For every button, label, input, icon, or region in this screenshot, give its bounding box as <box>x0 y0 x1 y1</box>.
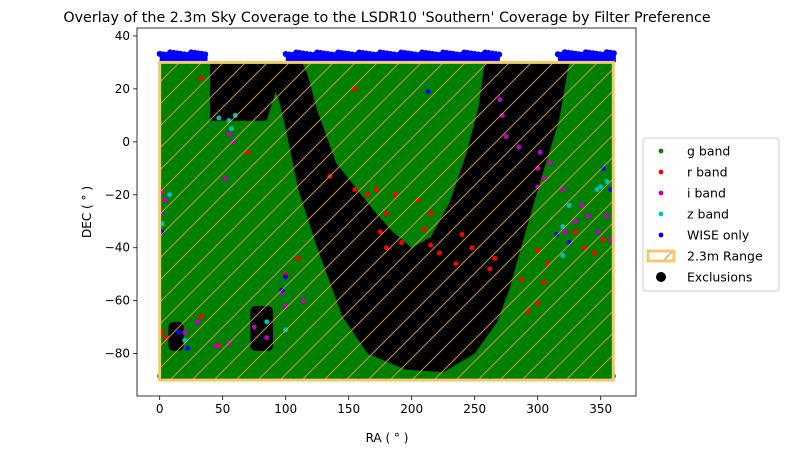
legend-marker-z <box>658 211 664 217</box>
wise-only-point <box>496 51 503 58</box>
legend-label: z band <box>687 207 729 222</box>
wise-only-top-band <box>159 53 208 63</box>
wise-only-point <box>202 51 209 58</box>
wise-only-top-band <box>557 53 616 63</box>
plot-frame <box>136 27 637 397</box>
legend-label: Exclusions <box>687 270 752 285</box>
chart-title: Overlay of the 2.3m Sky Coverage to the … <box>63 10 711 26</box>
legend-marker-range <box>646 249 676 263</box>
x-axis-label: RA ( ° ) <box>366 431 409 445</box>
y-axis-label: DEC ( ° ) <box>80 186 94 238</box>
plot-area <box>156 49 617 382</box>
x-tick-label: 200 <box>400 402 423 416</box>
y-tick-label: 20 <box>115 82 130 96</box>
x-tick-label: 150 <box>337 402 360 416</box>
y-tick-label: −40 <box>105 241 130 255</box>
x-tick-label: 100 <box>274 402 297 416</box>
x-tick-label: 0 <box>156 402 164 416</box>
y-tick-label: 0 <box>122 135 130 149</box>
x-tick-label: 250 <box>463 402 486 416</box>
x-tick-label: 50 <box>215 402 230 416</box>
legend-marker-wise <box>658 232 664 238</box>
legend-marker-i <box>658 190 664 196</box>
y-tick-label: 40 <box>115 29 130 43</box>
legend-marker-r <box>658 169 664 175</box>
y-tick-label: −80 <box>105 347 130 361</box>
y-tick-label: −20 <box>105 188 130 202</box>
x-tick-label: 300 <box>526 402 549 416</box>
wise-only-point <box>610 50 617 57</box>
legend-label: WISE only <box>687 228 750 243</box>
legend: g band r band i band z band WISE only 2.3m Ra… <box>642 137 780 292</box>
legend-label: r band <box>687 165 728 180</box>
range-2-3m <box>158 60 615 382</box>
legend-marker-exclusions <box>656 272 666 282</box>
legend-marker-g <box>658 148 664 154</box>
wise-only-top-band <box>285 53 500 63</box>
legend-box <box>642 137 780 292</box>
x-tick-label: 350 <box>589 402 612 416</box>
y-tick-label: −60 <box>105 294 130 308</box>
legend-label: i band <box>687 186 726 201</box>
legend-label: 2.3m Range <box>687 249 763 264</box>
legend-label: g band <box>687 144 730 159</box>
